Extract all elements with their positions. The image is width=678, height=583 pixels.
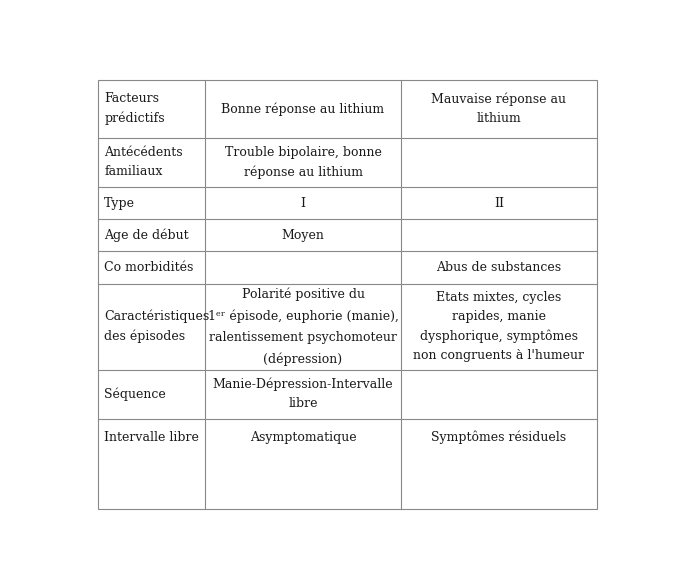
Text: Type: Type — [104, 196, 135, 210]
Text: Moyen: Moyen — [281, 229, 325, 242]
Text: Asymptomatique: Asymptomatique — [250, 431, 357, 444]
Text: Facteurs
prédictifs: Facteurs prédictifs — [104, 92, 165, 125]
Text: Trouble bipolaire, bonne
réponse au lithium: Trouble bipolaire, bonne réponse au lith… — [224, 146, 382, 179]
Text: Manie-Dépression-Intervalle
libre: Manie-Dépression-Intervalle libre — [213, 378, 393, 410]
Text: Age de début: Age de début — [104, 229, 188, 242]
Text: Etats mixtes, cycles
rapides, manie
dysphorique, symptômes
non congruents à l'hu: Etats mixtes, cycles rapides, manie dysp… — [414, 291, 584, 362]
Text: Co morbidités: Co morbidités — [104, 261, 193, 274]
Text: Séquence: Séquence — [104, 388, 166, 401]
Text: ralentissement psychomoteur: ralentissement psychomoteur — [209, 331, 397, 344]
Text: Abus de substances: Abus de substances — [437, 261, 561, 274]
Text: Symptômes résiduels: Symptômes résiduels — [431, 430, 567, 444]
Text: Intervalle libre: Intervalle libre — [104, 431, 199, 444]
Text: Mauvaise réponse au
lithium: Mauvaise réponse au lithium — [431, 93, 567, 125]
Text: Antécédents
familiaux: Antécédents familiaux — [104, 146, 183, 178]
Text: Polarité positive du: Polarité positive du — [241, 287, 365, 301]
Text: (dépression): (dépression) — [264, 352, 342, 366]
Text: I: I — [300, 196, 306, 210]
Text: II: II — [494, 196, 504, 210]
Text: Caractéristiques
des épisodes: Caractéristiques des épisodes — [104, 310, 210, 343]
Text: Bonne réponse au lithium: Bonne réponse au lithium — [222, 102, 384, 115]
Text: 1ᵉʳ épisode, euphorie (manie),: 1ᵉʳ épisode, euphorie (manie), — [207, 309, 399, 322]
